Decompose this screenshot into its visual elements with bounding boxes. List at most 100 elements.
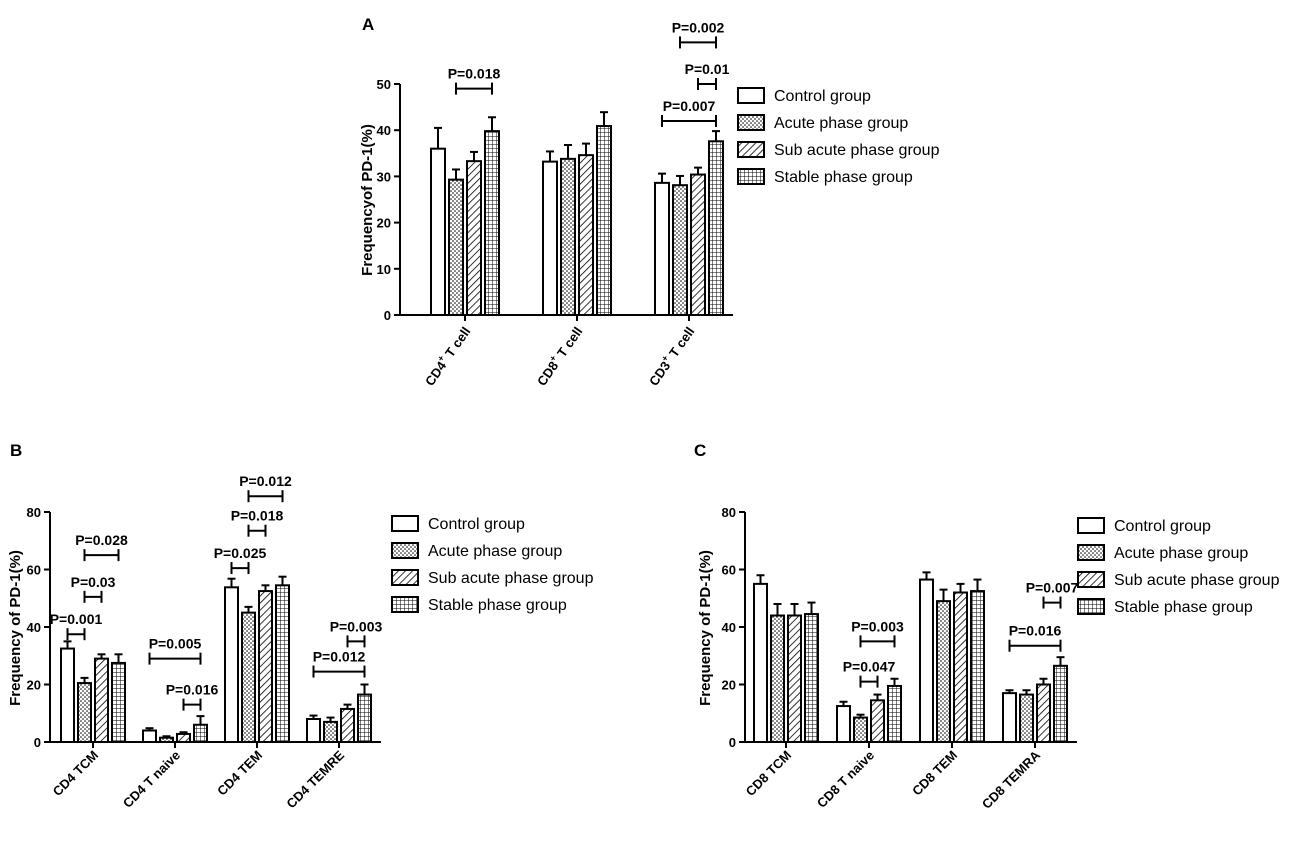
legend-swatch: [391, 569, 419, 586]
bar: [690, 173, 706, 316]
legend-label: Stable phase group: [428, 597, 567, 614]
legend-swatch: [1077, 517, 1105, 534]
y-tick-label: 20: [377, 216, 391, 231]
category-label-rest: T cell: [664, 324, 697, 363]
category-label-main: CD8: [534, 359, 561, 389]
category-label-rest: T cell: [440, 324, 473, 363]
bar: [142, 729, 157, 743]
bar: [1036, 683, 1051, 743]
bar: [542, 160, 558, 316]
category-label: CD8 T naive: [814, 748, 877, 811]
y-tick-label: 80: [27, 505, 41, 520]
y-tick-label: 30: [377, 169, 391, 184]
category-label-main: CD4 T naive: [120, 748, 183, 811]
legend-label: Sub acute phase group: [1114, 572, 1280, 589]
legend-label: Stable phase group: [774, 169, 913, 186]
bar: [484, 130, 500, 316]
bar: [193, 723, 208, 743]
p-value-label: P=0.005: [149, 636, 202, 652]
bar: [1002, 692, 1017, 743]
category-label-main: CD4 TCM: [50, 748, 101, 799]
y-tick-label: 40: [377, 123, 391, 138]
bar: [804, 613, 819, 743]
category-label-main: CD4: [422, 358, 450, 389]
y-tick-label: 0: [384, 308, 391, 323]
y-tick-label: 60: [27, 563, 41, 578]
legend-label: Control group: [774, 88, 871, 105]
category-label-main: CD8 TEM: [909, 748, 960, 799]
bar: [258, 590, 273, 743]
y-axis-label: Frequency of PD-1(%): [697, 550, 714, 706]
bar: [970, 590, 985, 743]
panel-letter-b: B: [10, 441, 22, 460]
p-value-label: P=0.003: [330, 618, 383, 634]
p-value-label: P=0.018: [231, 508, 284, 524]
bar: [1053, 664, 1068, 743]
category-label-sup: +: [547, 353, 558, 363]
legend-swatch: [737, 114, 765, 131]
y-axis-label: Frequencyof PD-1(%): [359, 124, 376, 276]
category-label: CD3+ T cell: [644, 323, 697, 389]
legend-swatch: [737, 141, 765, 158]
bar: [672, 184, 688, 316]
p-value-label: P=0.025: [214, 545, 267, 561]
category-label-main: CD8 T naive: [814, 748, 877, 811]
category-label-main: CD4 TEM: [214, 748, 265, 799]
bar: [430, 147, 446, 316]
y-tick-label: 20: [27, 678, 41, 693]
p-value-label: P=0.012: [313, 649, 366, 665]
category-label-main: CD3: [646, 359, 673, 389]
p-value-label: P=0.007: [1026, 580, 1079, 596]
bar: [578, 154, 594, 316]
y-axis-label: Frequency of PD-1(%): [7, 550, 24, 706]
bar: [853, 716, 868, 743]
category-label: CD8 TEM: [909, 748, 960, 799]
category-label-sup: +: [659, 353, 670, 363]
category-label: CD8 TCM: [743, 748, 794, 799]
bar: [919, 578, 934, 743]
bar: [654, 181, 670, 316]
bar: [787, 614, 802, 743]
p-value-label: P=0.018: [448, 66, 501, 82]
bar: [753, 582, 768, 743]
category-label-main: CD8 TCM: [743, 748, 794, 799]
y-tick-label: 10: [377, 262, 391, 277]
bar: [306, 718, 321, 743]
legend-swatch: [1077, 544, 1105, 561]
bar: [560, 157, 576, 316]
legend-label: Stable phase group: [1114, 599, 1253, 616]
p-value-label: P=0.003: [851, 618, 904, 634]
legend-swatch: [737, 87, 765, 104]
panel-a-chart: A Frequencyof PD-1(%) 0 10 20 30 40 50 P=0.018…: [359, 15, 940, 389]
category-label-sup: +: [435, 353, 446, 363]
bar: [60, 647, 75, 743]
bar: [936, 600, 951, 743]
category-label: CD4 TCM: [50, 748, 101, 799]
bar: [466, 160, 482, 316]
legend-swatch: [1077, 598, 1105, 615]
y-tick-label: 80: [722, 505, 736, 520]
bar: [770, 614, 785, 743]
p-value-label: P=0.016: [1009, 623, 1062, 639]
bar: [77, 682, 92, 743]
bar: [323, 720, 338, 743]
bar: [241, 611, 256, 743]
category-label-main: CD4 TEMRE: [283, 747, 347, 811]
panel-b-chart: B Frequency of PD-1(%) 0 20 40 60 80 P=0.001 P…: [7, 441, 594, 811]
legend-label: Acute phase group: [428, 543, 562, 560]
category-label: CD4 TEM: [214, 748, 265, 799]
p-value-label: P=0.016: [166, 682, 219, 698]
y-tick-label: 40: [27, 620, 41, 635]
panel-letter-a: A: [362, 15, 374, 34]
legend-label: Sub acute phase group: [428, 570, 594, 587]
y-tick-label: 50: [377, 77, 391, 92]
bar: [953, 591, 968, 743]
legend-swatch: [391, 596, 419, 613]
bar: [596, 125, 612, 316]
category-label: CD4+ T cell: [420, 323, 473, 389]
legend-label: Control group: [1114, 518, 1211, 535]
legend-label: Control group: [428, 516, 525, 533]
legend-swatch: [1077, 571, 1105, 588]
bar: [448, 178, 464, 316]
